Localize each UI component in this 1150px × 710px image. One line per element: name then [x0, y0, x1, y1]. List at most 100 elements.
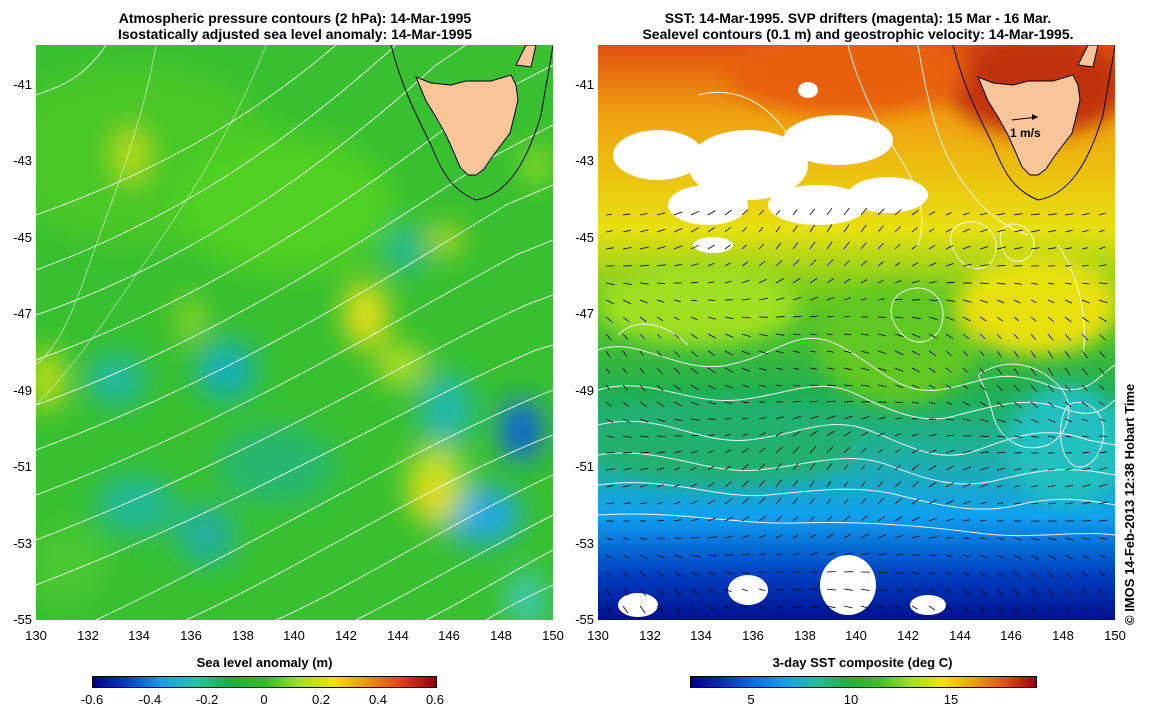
velocity-arrow [707, 536, 717, 539]
velocity-arrow [979, 228, 989, 233]
velocity-arrow [775, 242, 782, 250]
velocity-arrow [741, 333, 751, 337]
velocity-arrow [792, 497, 799, 505]
velocity-arrow [622, 571, 630, 578]
velocity-arrow [724, 244, 731, 250]
velocity-arrow [1030, 571, 1038, 579]
velocity-arrow [690, 483, 698, 488]
velocity-arrow [1098, 333, 1106, 341]
velocity-arrow [809, 516, 815, 522]
velocity-arrow [962, 401, 970, 406]
velocity-arrow [622, 435, 632, 438]
velocity-arrow [775, 333, 785, 336]
velocity-arrow [690, 227, 699, 233]
velocity-arrow [690, 367, 699, 374]
velocity-arrow [1013, 588, 1020, 597]
velocity-arrow [928, 245, 936, 250]
velocity-arrow [758, 534, 767, 539]
velocity-arrow [809, 446, 817, 454]
velocity-arrow [690, 571, 700, 577]
velocity-arrow [843, 316, 851, 318]
velocity-arrow [877, 208, 885, 216]
velocity-arrow [996, 588, 1004, 596]
velocity-arrow [1047, 588, 1054, 596]
velocity-arrow [775, 588, 784, 591]
left-y-tick: -47 [13, 306, 32, 321]
velocity-arrow [1098, 537, 1108, 540]
velocity-arrow [996, 333, 1002, 339]
left-y-tick: -49 [13, 383, 32, 398]
right-y-tick: -55 [575, 612, 594, 627]
velocity-arrow [1013, 350, 1019, 358]
velocity-arrow [1081, 501, 1091, 505]
velocity-arrow [843, 297, 851, 301]
right-y-tick: -45 [575, 230, 594, 245]
velocity-arrow [1081, 384, 1088, 391]
velocity-arrow [1098, 246, 1106, 250]
velocity-arrow [656, 246, 666, 250]
velocity-arrow [605, 367, 611, 374]
velocity-arrow [724, 516, 734, 522]
velocity-arrow [1047, 229, 1057, 233]
velocity-arrow [775, 515, 783, 522]
velocity-arrow [724, 433, 731, 437]
velocity-arrow [945, 367, 952, 373]
velocity-arrow [860, 431, 869, 437]
velocity-arrow [1013, 502, 1021, 505]
velocity-arrow [1030, 435, 1039, 438]
velocity-arrow [928, 401, 936, 405]
velocity-arrow [809, 224, 815, 233]
velocity-arrow [622, 502, 631, 505]
velocity-arrow [894, 280, 902, 284]
velocity-arrow [843, 515, 850, 522]
velocity-arrow [690, 401, 700, 406]
velocity-arrow [1030, 247, 1040, 250]
velocity-arrow [894, 433, 901, 437]
velocity-arrow [1047, 282, 1055, 285]
velocity-arrow [962, 333, 970, 340]
velocity-arrow [1013, 247, 1023, 250]
velocity-arrow [962, 588, 970, 595]
velocity-arrow [979, 212, 988, 216]
velocity-arrow [877, 553, 887, 556]
velocity-arrow [775, 416, 784, 420]
velocity-arrow [894, 480, 902, 488]
velocity-arrow [673, 588, 682, 596]
velocity-arrow [690, 605, 698, 612]
velocity-arrow [775, 462, 783, 471]
velocity-arrow [860, 207, 868, 216]
velocity-arrow [843, 350, 852, 353]
left-y-tick: -51 [13, 459, 32, 474]
velocity-arrow [962, 228, 971, 233]
velocity-arrow [1047, 435, 1056, 438]
left-x-tick: 150 [542, 628, 564, 643]
velocity-arrow [877, 367, 887, 372]
velocity-arrow [928, 281, 938, 284]
right-colorbar-tick: 15 [943, 692, 959, 707]
right-x-tick: 132 [639, 628, 661, 643]
velocity-arrow [962, 571, 970, 577]
velocity-arrow [1047, 401, 1055, 408]
velocity-arrow [673, 299, 681, 302]
velocity-arrow [996, 571, 1005, 578]
velocity-arrow [724, 449, 732, 454]
velocity-arrow [775, 367, 783, 371]
velocity-arrow [605, 468, 615, 471]
velocity-arrow [775, 431, 784, 437]
velocity-arrow [741, 464, 749, 471]
velocity-arrow [962, 367, 968, 373]
velocity-arrow [928, 449, 937, 454]
velocity-arrow [877, 384, 887, 388]
velocity-arrow [1030, 229, 1040, 233]
right-x-tick: 130 [587, 628, 609, 643]
velocity-arrow [928, 299, 938, 301]
velocity-arrow [656, 537, 665, 540]
velocity-arrow [775, 553, 783, 556]
velocity-arrow [1081, 484, 1091, 488]
velocity-arrow [656, 367, 663, 375]
velocity-arrow [707, 384, 716, 390]
velocity-arrow [911, 605, 918, 610]
velocity-arrow [860, 279, 868, 284]
velocity-arrow [639, 554, 648, 559]
velocity-arrow [758, 260, 766, 267]
